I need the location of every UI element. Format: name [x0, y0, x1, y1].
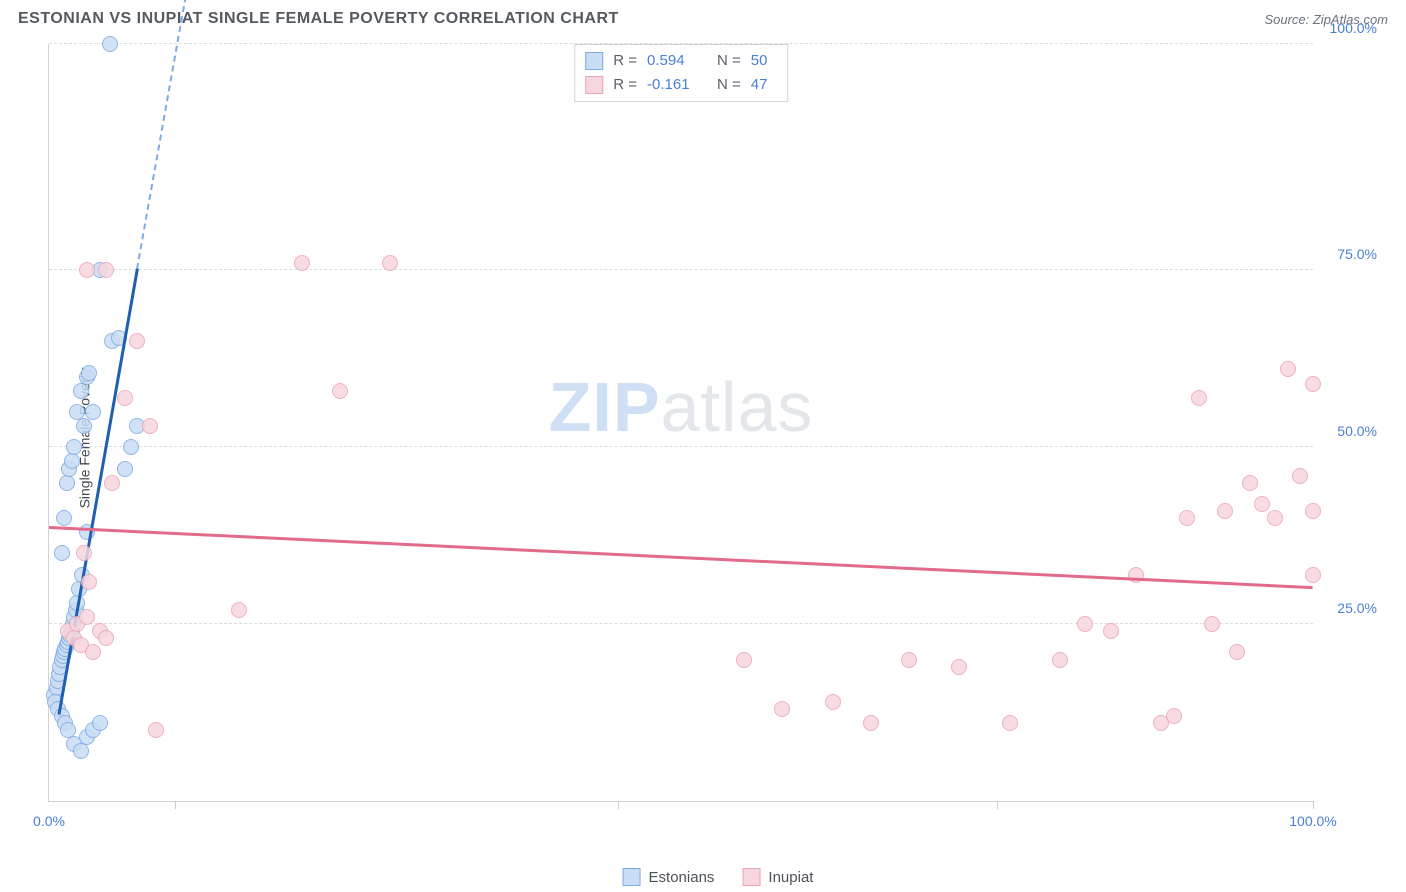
data-point [129, 333, 145, 349]
watermark: ZIPatlas [549, 367, 814, 447]
stats-row: R = 0.594 N = 50 [585, 49, 777, 73]
chart-header: ESTONIAN VS INUPIAT SINGLE FEMALE POVERT… [0, 0, 1406, 34]
data-point [56, 510, 72, 526]
x-tick [618, 801, 619, 809]
data-point [64, 453, 80, 469]
x-tick-label: 0.0% [33, 813, 65, 829]
stat-r-value: -0.161 [647, 73, 707, 97]
legend-swatch [742, 868, 760, 886]
stat-n-label: N = [717, 49, 741, 73]
data-point [951, 659, 967, 675]
data-point [98, 262, 114, 278]
data-point [79, 262, 95, 278]
data-point [1305, 567, 1321, 583]
stat-r-label: R = [613, 49, 637, 73]
data-point [1280, 361, 1296, 377]
data-point [85, 404, 101, 420]
data-point [1204, 616, 1220, 632]
data-point [1254, 496, 1270, 512]
data-point [1217, 503, 1233, 519]
legend-item: Estonians [623, 868, 715, 886]
data-point [102, 36, 118, 52]
stat-r-label: R = [613, 73, 637, 97]
data-point [81, 574, 97, 590]
data-point [76, 545, 92, 561]
series-legend: Estonians Inupiat [623, 868, 814, 886]
data-point [1052, 652, 1068, 668]
data-point [66, 439, 82, 455]
data-point [1229, 644, 1245, 660]
data-point [117, 461, 133, 477]
y-tick-label: 25.0% [1337, 600, 1383, 616]
data-point [1166, 708, 1182, 724]
data-point [85, 644, 101, 660]
stats-row: R = -0.161 N = 47 [585, 73, 777, 97]
stat-n-value: 47 [751, 73, 777, 97]
data-point [825, 694, 841, 710]
data-point [117, 390, 133, 406]
data-point [73, 383, 89, 399]
plot-wrap: Single Female Poverty ZIPatlas R =0.594N… [48, 44, 1388, 832]
data-point [1305, 503, 1321, 519]
data-point [382, 255, 398, 271]
y-tick-label: 50.0% [1337, 423, 1383, 439]
data-point [863, 715, 879, 731]
trend-line [136, 0, 189, 270]
legend-label: Estonians [649, 869, 715, 886]
x-tick-label: 100.0% [1289, 813, 1336, 829]
watermark-left: ZIP [549, 368, 661, 446]
data-point [142, 418, 158, 434]
trend-line [49, 526, 1313, 589]
data-point [1191, 390, 1207, 406]
stat-r-value: 0.594 [647, 49, 707, 73]
data-point [901, 652, 917, 668]
data-point [1267, 510, 1283, 526]
plot-area: ZIPatlas R =0.594N =50R =-0.161N =47 25.… [48, 44, 1313, 802]
data-point [54, 545, 70, 561]
data-point [148, 722, 164, 738]
x-tick [1313, 801, 1314, 809]
y-tick-label: 75.0% [1337, 246, 1383, 262]
legend-swatch [623, 868, 641, 886]
data-point [1002, 715, 1018, 731]
stat-n-label: N = [717, 73, 741, 97]
data-point [98, 630, 114, 646]
gridline [49, 43, 1313, 44]
legend-swatch [585, 52, 603, 70]
data-point [104, 475, 120, 491]
gridline [49, 623, 1313, 624]
gridline [49, 269, 1313, 270]
data-point [1305, 376, 1321, 392]
data-point [1292, 468, 1308, 484]
data-point [1103, 623, 1119, 639]
data-point [123, 439, 139, 455]
x-tick [997, 801, 998, 809]
data-point [73, 743, 89, 759]
x-tick [175, 801, 176, 809]
gridline [49, 446, 1313, 447]
data-point [294, 255, 310, 271]
data-point [231, 602, 247, 618]
data-point [736, 652, 752, 668]
data-point [76, 418, 92, 434]
data-point [1077, 616, 1093, 632]
stat-n-value: 50 [751, 49, 777, 73]
legend-item: Inupiat [742, 868, 813, 886]
data-point [774, 701, 790, 717]
legend-swatch [585, 76, 603, 94]
watermark-right: atlas [661, 368, 814, 446]
data-point [92, 715, 108, 731]
data-point [1179, 510, 1195, 526]
data-point [79, 609, 95, 625]
y-tick-label: 100.0% [1330, 20, 1383, 36]
data-point [59, 475, 75, 491]
legend-label: Inupiat [768, 869, 813, 886]
stats-legend: R = 0.594 N = 50 R = -0.161 N = 47 [574, 44, 788, 102]
chart-title: ESTONIAN VS INUPIAT SINGLE FEMALE POVERT… [18, 10, 619, 28]
data-point [1242, 475, 1258, 491]
data-point [81, 365, 97, 381]
data-point [332, 383, 348, 399]
